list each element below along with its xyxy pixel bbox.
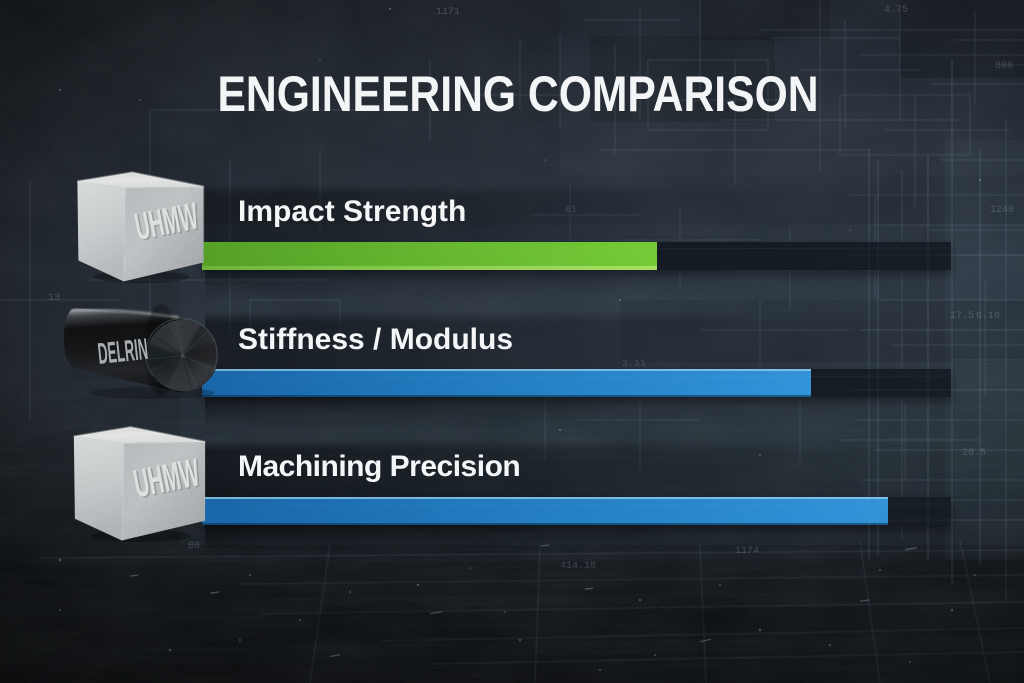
svg-text:DELRIN: DELRIN [96, 333, 149, 371]
